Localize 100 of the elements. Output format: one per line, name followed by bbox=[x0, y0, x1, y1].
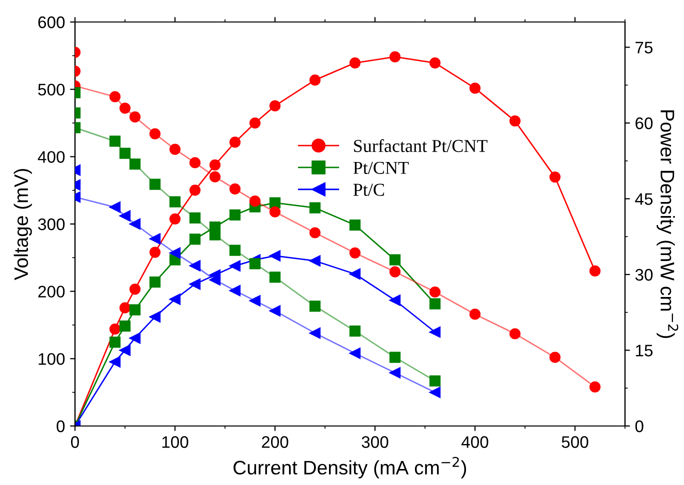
point bbox=[549, 352, 561, 363]
point bbox=[129, 284, 141, 295]
legend-label: Pt/CNT bbox=[353, 162, 409, 174]
point bbox=[109, 356, 121, 368]
x-tick-label: 200 bbox=[262, 436, 288, 448]
point bbox=[509, 115, 521, 127]
legend-label: Pt/C bbox=[353, 184, 384, 196]
point bbox=[229, 260, 241, 272]
point bbox=[309, 300, 321, 312]
point bbox=[389, 266, 401, 278]
point bbox=[269, 250, 281, 262]
point bbox=[109, 336, 121, 348]
point bbox=[309, 74, 321, 86]
x-tick-label: 400 bbox=[461, 436, 488, 448]
point bbox=[269, 197, 281, 208]
point bbox=[349, 268, 361, 280]
point bbox=[469, 82, 481, 94]
point bbox=[389, 254, 401, 266]
point bbox=[549, 171, 561, 183]
point bbox=[349, 57, 361, 68]
y2-tick-label: 0 bbox=[635, 420, 644, 432]
point bbox=[389, 294, 401, 306]
point bbox=[129, 304, 141, 316]
point bbox=[229, 136, 241, 148]
point bbox=[149, 276, 161, 288]
y2-tick-label: 15 bbox=[636, 344, 653, 356]
point bbox=[149, 246, 161, 258]
point bbox=[269, 272, 281, 283]
point bbox=[229, 183, 241, 195]
point bbox=[129, 158, 141, 170]
point bbox=[229, 209, 241, 220]
point bbox=[429, 57, 441, 68]
x-tick-label: 500 bbox=[562, 436, 588, 448]
y-tick-label: 0 bbox=[56, 420, 65, 432]
point bbox=[119, 344, 131, 356]
point bbox=[349, 326, 361, 337]
legend-label: Surfactant Pt/CNT bbox=[354, 139, 488, 152]
point bbox=[189, 260, 201, 272]
point bbox=[209, 274, 221, 286]
x-tick-label: 100 bbox=[162, 436, 188, 448]
point bbox=[149, 311, 161, 322]
point bbox=[109, 202, 121, 213]
point bbox=[209, 159, 221, 170]
y-tick-label: 400 bbox=[38, 151, 65, 163]
y2-tick-label: 60 bbox=[636, 117, 653, 130]
point bbox=[229, 285, 241, 296]
point bbox=[189, 157, 201, 168]
point bbox=[169, 294, 181, 305]
y2-tick-label: 75 bbox=[636, 42, 653, 54]
point bbox=[389, 367, 401, 378]
x-tick-label: 0 bbox=[71, 436, 79, 448]
point bbox=[109, 136, 121, 147]
point bbox=[429, 326, 441, 338]
point bbox=[129, 332, 141, 344]
point bbox=[249, 196, 261, 207]
point bbox=[119, 320, 131, 332]
point bbox=[269, 100, 281, 112]
y2-axis-title: Power Density (mW cm$^{−2}$) bbox=[656, 110, 678, 338]
point bbox=[249, 295, 261, 306]
point bbox=[209, 229, 221, 240]
point bbox=[309, 227, 321, 238]
point bbox=[119, 102, 131, 114]
point bbox=[309, 328, 321, 339]
point bbox=[119, 210, 131, 222]
point bbox=[229, 244, 241, 256]
point bbox=[169, 247, 181, 259]
point bbox=[189, 184, 201, 196]
point bbox=[349, 348, 361, 359]
y2-tick-label: 45 bbox=[635, 193, 653, 205]
point bbox=[189, 212, 201, 224]
point bbox=[309, 255, 321, 266]
point bbox=[589, 265, 601, 277]
point bbox=[389, 352, 401, 363]
point bbox=[269, 305, 281, 316]
point bbox=[189, 278, 201, 290]
point bbox=[589, 381, 601, 393]
y-tick-label: 600 bbox=[38, 16, 65, 28]
point bbox=[249, 258, 261, 270]
y-tick-label: 300 bbox=[38, 218, 65, 230]
point bbox=[349, 219, 361, 231]
point bbox=[119, 302, 131, 314]
point bbox=[149, 178, 161, 190]
point bbox=[349, 247, 361, 259]
point bbox=[149, 233, 161, 244]
point bbox=[149, 128, 161, 140]
point bbox=[269, 206, 281, 218]
x-axis-title: Current Density (mA cm$^{−2}$) bbox=[234, 456, 466, 478]
point bbox=[389, 51, 401, 62]
y-axis-title: Voltage (mV) bbox=[14, 169, 32, 280]
point bbox=[189, 234, 201, 245]
point bbox=[169, 144, 181, 155]
point bbox=[469, 308, 481, 320]
point bbox=[429, 286, 441, 298]
y-tick-label: 200 bbox=[38, 286, 65, 298]
point bbox=[249, 117, 261, 129]
y-tick-label: 500 bbox=[38, 84, 65, 96]
point bbox=[209, 171, 221, 182]
point bbox=[169, 213, 181, 225]
point bbox=[129, 218, 141, 230]
point bbox=[429, 298, 441, 310]
